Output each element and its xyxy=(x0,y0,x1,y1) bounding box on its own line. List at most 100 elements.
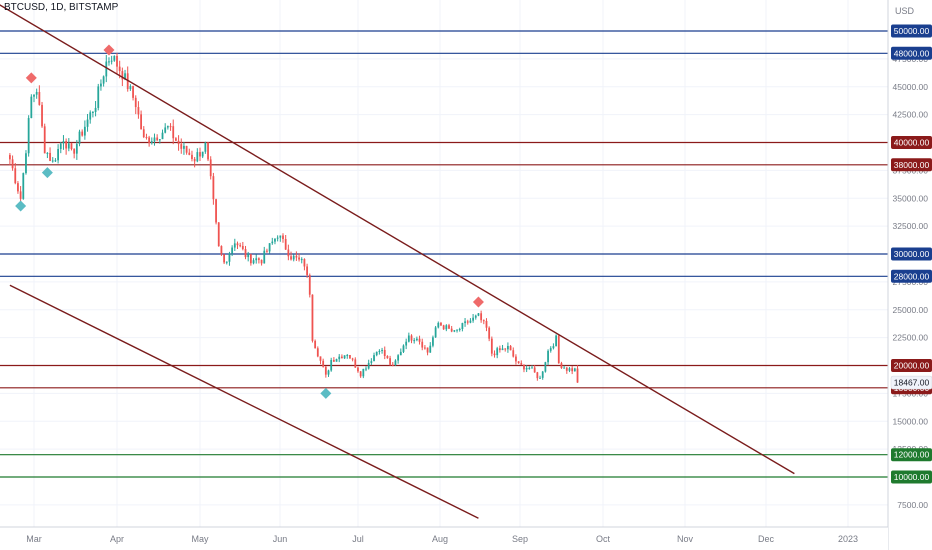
candle[interactable] xyxy=(381,347,383,354)
candle[interactable] xyxy=(199,147,201,162)
candle[interactable] xyxy=(300,257,303,264)
candle[interactable] xyxy=(156,134,159,141)
candle[interactable] xyxy=(544,361,547,373)
candle[interactable] xyxy=(314,339,317,349)
candle[interactable] xyxy=(477,313,480,317)
candle[interactable] xyxy=(308,273,311,298)
candle[interactable] xyxy=(576,365,579,383)
candle[interactable] xyxy=(129,84,132,91)
candle[interactable] xyxy=(346,353,349,359)
candle[interactable] xyxy=(204,141,207,154)
candle[interactable] xyxy=(424,345,426,350)
candle[interactable] xyxy=(383,346,386,360)
candle[interactable] xyxy=(57,144,59,164)
candle[interactable] xyxy=(563,365,566,369)
candle[interactable] xyxy=(557,335,560,364)
candle[interactable] xyxy=(110,55,113,65)
level-price-tag[interactable]: 12000.00 xyxy=(891,448,932,462)
candle[interactable] xyxy=(456,329,458,333)
candle[interactable] xyxy=(501,344,504,351)
candle[interactable] xyxy=(158,139,161,144)
candle[interactable] xyxy=(373,352,375,362)
candle[interactable] xyxy=(413,338,416,344)
candle[interactable] xyxy=(466,319,469,325)
candle[interactable] xyxy=(83,120,86,140)
candle[interactable] xyxy=(193,157,196,168)
candle[interactable] xyxy=(359,371,362,378)
candle[interactable] xyxy=(458,327,461,332)
candle[interactable] xyxy=(78,129,81,147)
candle[interactable] xyxy=(391,362,394,367)
candle[interactable] xyxy=(166,125,169,130)
candle[interactable] xyxy=(541,370,544,380)
candle[interactable] xyxy=(565,366,568,374)
candle[interactable] xyxy=(533,365,536,373)
candle[interactable] xyxy=(65,138,68,155)
candle[interactable] xyxy=(30,94,33,119)
candle[interactable] xyxy=(517,361,520,364)
candle[interactable] xyxy=(260,259,263,266)
candle[interactable] xyxy=(188,148,191,156)
candle[interactable] xyxy=(196,148,199,163)
candle[interactable] xyxy=(153,133,156,146)
candle[interactable] xyxy=(365,366,367,372)
candle[interactable] xyxy=(225,261,228,265)
candle[interactable] xyxy=(450,325,453,333)
candle[interactable] xyxy=(306,263,308,278)
candle[interactable] xyxy=(547,349,549,366)
level-price-tag[interactable]: 50000.00 xyxy=(891,24,932,38)
candle[interactable] xyxy=(375,351,378,357)
candle[interactable] xyxy=(370,358,373,366)
candle[interactable] xyxy=(338,354,341,363)
candle[interactable] xyxy=(426,347,429,356)
candle[interactable] xyxy=(367,359,370,370)
candle[interactable] xyxy=(397,354,400,364)
candle[interactable] xyxy=(239,242,242,248)
candle[interactable] xyxy=(207,142,209,162)
candle[interactable] xyxy=(252,258,255,265)
candle[interactable] xyxy=(94,101,97,117)
candle[interactable] xyxy=(92,111,94,118)
candle[interactable] xyxy=(233,238,236,251)
candle[interactable] xyxy=(469,318,472,324)
candle[interactable] xyxy=(177,135,180,151)
candle[interactable] xyxy=(480,310,483,323)
candle[interactable] xyxy=(132,85,134,101)
candle[interactable] xyxy=(498,345,501,353)
candle[interactable] xyxy=(89,110,92,124)
candle[interactable] xyxy=(33,94,35,103)
candle[interactable] xyxy=(552,343,555,350)
candle[interactable] xyxy=(434,325,437,338)
candle[interactable] xyxy=(493,350,496,358)
candle[interactable] xyxy=(180,138,183,154)
candle[interactable] xyxy=(113,55,116,62)
candle[interactable] xyxy=(507,342,509,353)
candle[interactable] xyxy=(568,367,571,373)
candle[interactable] xyxy=(49,147,51,162)
candle[interactable] xyxy=(223,253,225,265)
candle[interactable] xyxy=(183,142,185,155)
candle[interactable] xyxy=(528,366,531,370)
level-price-tag[interactable]: 38000.00 xyxy=(891,158,932,172)
candle[interactable] xyxy=(335,358,338,362)
candle[interactable] xyxy=(59,141,62,154)
candle[interactable] xyxy=(220,245,223,257)
candle[interactable] xyxy=(442,324,445,330)
candle[interactable] xyxy=(35,88,38,99)
candle[interactable] xyxy=(209,156,212,180)
candle[interactable] xyxy=(46,152,49,159)
candle[interactable] xyxy=(410,334,413,344)
candle[interactable] xyxy=(349,354,351,359)
candle[interactable] xyxy=(255,254,258,264)
candle[interactable] xyxy=(279,235,282,242)
candle[interactable] xyxy=(75,139,78,160)
candle[interactable] xyxy=(311,294,314,343)
candle[interactable] xyxy=(126,66,129,92)
candle[interactable] xyxy=(485,318,488,332)
candle[interactable] xyxy=(512,347,515,358)
level-price-tag[interactable]: 20000.00 xyxy=(891,359,932,372)
candle[interactable] xyxy=(22,172,25,200)
candle[interactable] xyxy=(515,354,517,365)
candle[interactable] xyxy=(102,75,105,87)
candle[interactable] xyxy=(488,326,491,342)
